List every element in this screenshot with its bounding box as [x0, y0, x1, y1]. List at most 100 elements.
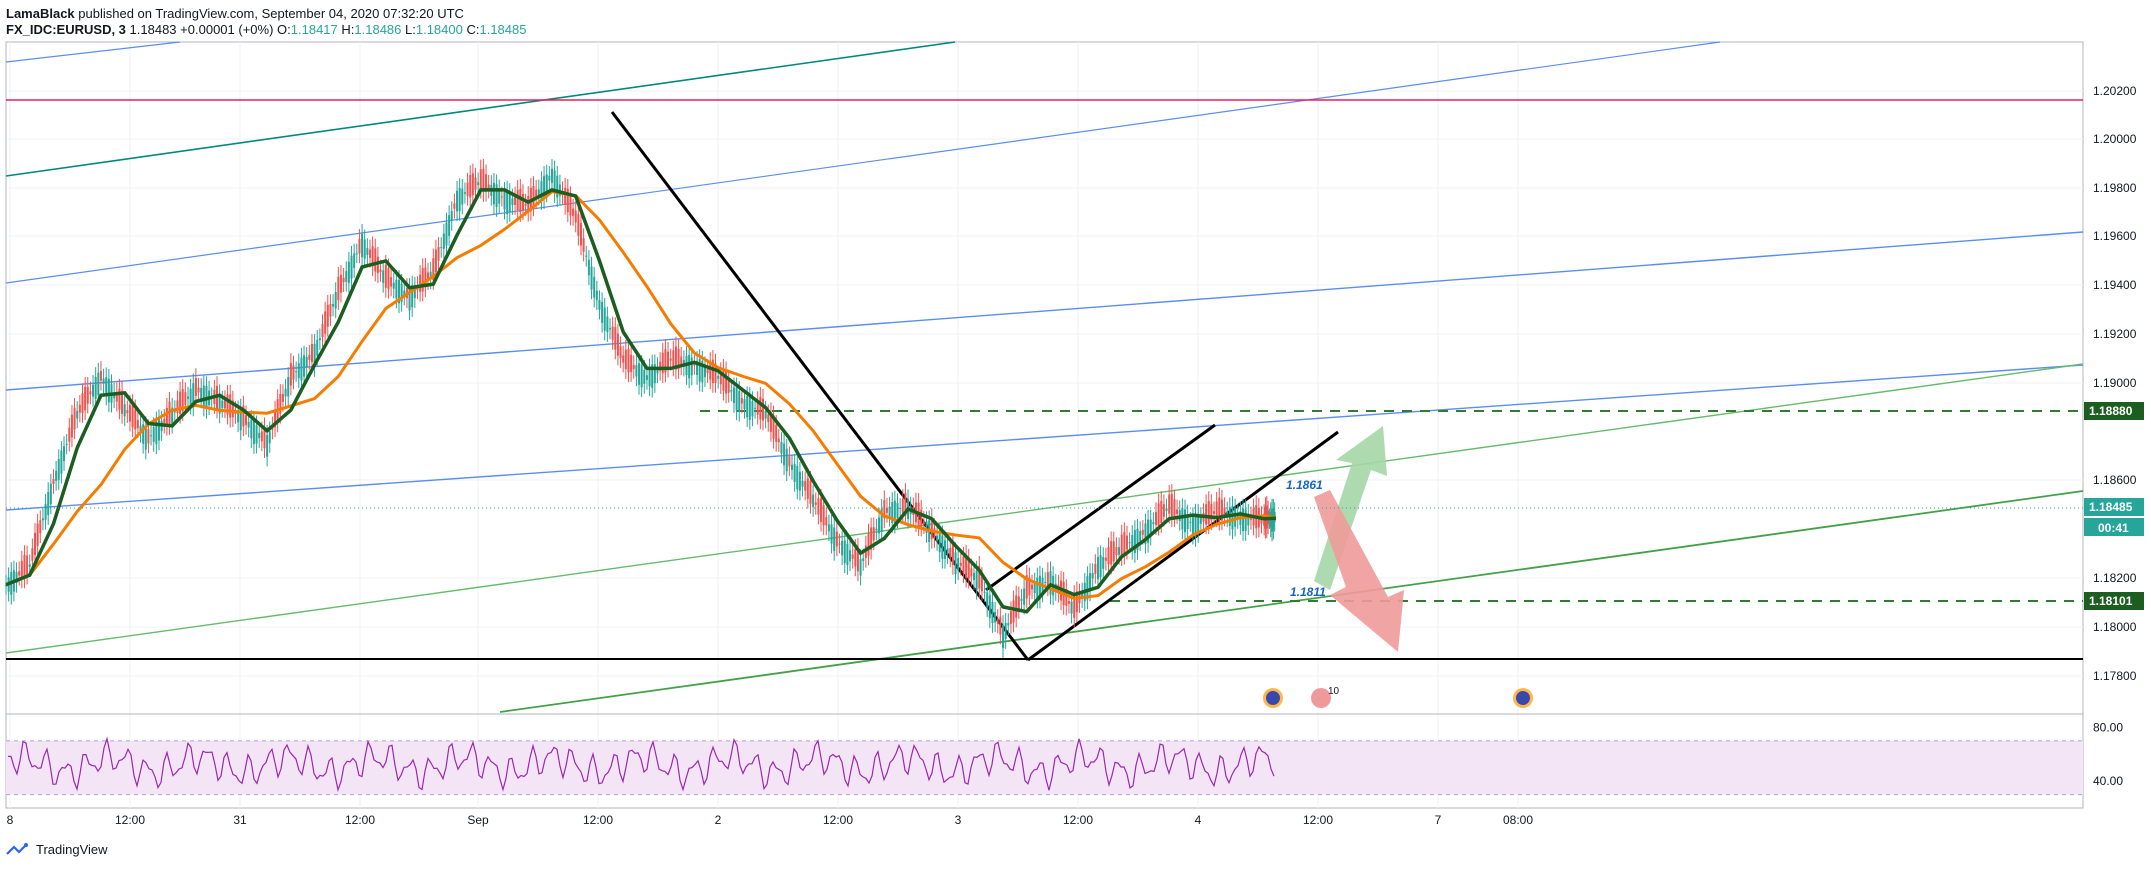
- candle-body: [105, 377, 108, 396]
- candle-body: [635, 365, 638, 377]
- candle-body: [946, 548, 949, 555]
- candle-body: [144, 426, 147, 450]
- candle-body: [84, 386, 87, 411]
- candle-body: [1247, 513, 1250, 526]
- candle-body: [395, 279, 398, 299]
- candle-body: [142, 424, 145, 444]
- candle-body: [862, 558, 865, 561]
- candle-body: [714, 363, 717, 383]
- candle-body: [1031, 584, 1034, 590]
- candle-body: [725, 371, 728, 394]
- candle-body: [97, 372, 100, 396]
- candle-body: [659, 361, 662, 371]
- candle-body: [965, 554, 968, 578]
- candle-body: [1038, 575, 1041, 599]
- channel-upper-line: [985, 423, 1216, 592]
- candle-body: [316, 339, 319, 356]
- candle-body: [1165, 508, 1168, 511]
- candle-body: [1065, 589, 1068, 606]
- candle-body: [345, 271, 348, 282]
- open-value: 1.18417: [290, 22, 338, 37]
- candle-body: [392, 282, 395, 289]
- tag-1-18101: 1.18101: [2089, 594, 2133, 608]
- candle-body: [477, 182, 480, 186]
- candle-body: [139, 425, 142, 433]
- candle-body: [1004, 622, 1007, 640]
- candle-body: [461, 188, 464, 205]
- candle-body: [1007, 623, 1010, 626]
- candle-body: [36, 523, 39, 546]
- candle-body: [767, 414, 770, 422]
- candle-body: [121, 390, 124, 414]
- candle-body: [680, 356, 683, 366]
- candle-body: [1139, 531, 1142, 542]
- candle-body: [582, 238, 585, 252]
- annotation-1-1861: 1.1861: [1286, 478, 1323, 492]
- candle-body: [78, 404, 81, 413]
- candle-body: [274, 410, 277, 428]
- candle-body: [849, 550, 852, 562]
- candle-body: [901, 498, 904, 513]
- candle-body: [843, 540, 846, 564]
- candle-body: [1094, 564, 1097, 574]
- candle-body: [904, 492, 907, 516]
- candle-body: [606, 316, 609, 333]
- author-name[interactable]: LamaBlack: [6, 6, 75, 21]
- rsi-band: [6, 740, 2083, 795]
- candle-body: [1081, 592, 1084, 599]
- candle-body: [337, 276, 340, 301]
- footer-brand[interactable]: TradingView: [6, 840, 108, 860]
- price-change: +0.00001 (+0%): [180, 22, 274, 37]
- candle-body: [176, 400, 179, 414]
- candle-body: [73, 407, 76, 430]
- candle-body: [358, 238, 361, 254]
- candle-body: [746, 396, 749, 418]
- candle-body: [308, 354, 311, 360]
- candle-body: [593, 276, 596, 298]
- candle-body: [959, 562, 962, 566]
- candle-body: [772, 415, 775, 439]
- candle-body: [147, 429, 150, 444]
- candle-body: [361, 233, 364, 258]
- candle-body: [851, 554, 854, 559]
- channel-lower-line: [1027, 430, 1339, 662]
- candle-body: [1096, 556, 1099, 580]
- candle-body: [630, 354, 633, 373]
- candle-body: [23, 554, 26, 579]
- candle-body: [1089, 573, 1092, 592]
- tradingview-logo-icon: [6, 843, 28, 855]
- candle-body: [1107, 547, 1110, 564]
- candle-body: [266, 434, 269, 457]
- candle-body: [242, 405, 245, 427]
- candle-body: [667, 351, 670, 368]
- candle-body: [791, 464, 794, 470]
- candle-body: [1170, 493, 1173, 518]
- candle-body: [55, 470, 58, 481]
- candle-body: [872, 527, 875, 541]
- candle-body: [759, 396, 762, 420]
- candle-body: [709, 361, 712, 380]
- candle-body: [258, 432, 261, 439]
- candle-body: [830, 524, 833, 544]
- candle-body: [434, 249, 437, 273]
- candle-body: [131, 403, 134, 428]
- candle-body: [780, 441, 783, 454]
- candle-body: [1115, 547, 1118, 555]
- candle-body: [543, 175, 546, 200]
- candle-body: [978, 565, 981, 589]
- x-tick-label: 12:00: [115, 813, 145, 827]
- candle-body: [479, 169, 482, 189]
- candle-body: [463, 192, 466, 194]
- candle-body: [279, 393, 282, 414]
- candle-body: [1181, 508, 1184, 530]
- candle-body: [382, 270, 385, 283]
- y-tick-label: 1.19000: [2093, 376, 2137, 390]
- candle-body: [18, 571, 21, 576]
- candle-body: [437, 246, 440, 261]
- candle-body: [616, 333, 619, 356]
- y-tick-label: 1.18000: [2093, 620, 2137, 634]
- candle-body: [1102, 557, 1105, 569]
- symbol-label[interactable]: FX_IDC:EURUSD, 3: [6, 22, 126, 37]
- candle-body: [171, 407, 174, 424]
